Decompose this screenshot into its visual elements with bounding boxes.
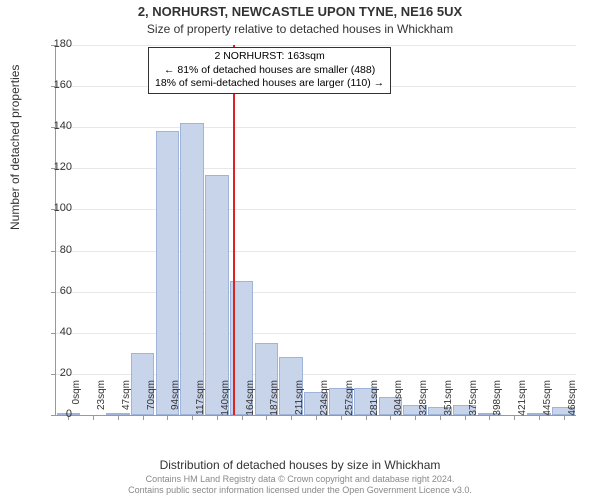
x-tick-label: 328sqm bbox=[418, 380, 429, 425]
x-tick-mark bbox=[118, 415, 119, 420]
x-tick-mark bbox=[514, 415, 515, 420]
x-tick-mark bbox=[415, 415, 416, 420]
reference-line bbox=[233, 45, 235, 415]
x-tick-mark bbox=[242, 415, 243, 420]
x-tick-mark bbox=[217, 415, 218, 420]
x-tick-mark bbox=[341, 415, 342, 420]
grid-line bbox=[56, 333, 576, 334]
x-tick-label: 445sqm bbox=[542, 380, 553, 425]
annotation-box: 2 NORHURST: 163sqm ← 81% of detached hou… bbox=[148, 47, 391, 94]
histogram-bar bbox=[156, 131, 180, 415]
attribution: Contains HM Land Registry data © Crown c… bbox=[0, 474, 600, 496]
page-title: 2, NORHURST, NEWCASTLE UPON TYNE, NE16 5… bbox=[0, 4, 600, 19]
y-tick-label: 20 bbox=[32, 367, 72, 379]
y-tick-label: 80 bbox=[32, 244, 72, 256]
plot-area: 0sqm23sqm47sqm70sqm94sqm117sqm140sqm164s… bbox=[55, 45, 576, 416]
attribution-line2: Contains public sector information licen… bbox=[0, 485, 600, 496]
annotation-line3: 18% of semi-detached houses are larger (… bbox=[155, 77, 384, 91]
y-tick-label: 180 bbox=[32, 38, 72, 50]
x-tick-mark bbox=[266, 415, 267, 420]
grid-line bbox=[56, 127, 576, 128]
grid-line bbox=[56, 292, 576, 293]
attribution-line1: Contains HM Land Registry data © Crown c… bbox=[0, 474, 600, 485]
x-tick-label: 351sqm bbox=[443, 380, 454, 425]
x-tick-mark bbox=[440, 415, 441, 420]
grid-line bbox=[56, 251, 576, 252]
x-tick-label: 468sqm bbox=[567, 380, 578, 425]
histogram-bar bbox=[205, 175, 229, 416]
x-tick-mark bbox=[316, 415, 317, 420]
grid-line bbox=[56, 45, 576, 46]
x-tick-label: 23sqm bbox=[96, 380, 107, 425]
x-tick-label: 0sqm bbox=[71, 380, 82, 425]
y-axis-label: Number of detached properties bbox=[8, 65, 22, 230]
x-tick-mark bbox=[291, 415, 292, 420]
x-tick-mark bbox=[489, 415, 490, 420]
annotation-line2: ← 81% of detached houses are smaller (48… bbox=[155, 64, 384, 78]
x-tick-mark bbox=[539, 415, 540, 420]
y-tick-label: 140 bbox=[32, 120, 72, 132]
annotation-line1: 2 NORHURST: 163sqm bbox=[155, 50, 384, 64]
x-tick-mark bbox=[390, 415, 391, 420]
x-tick-mark bbox=[366, 415, 367, 420]
grid-line bbox=[56, 168, 576, 169]
grid-line bbox=[56, 209, 576, 210]
x-tick-label: 375sqm bbox=[468, 380, 479, 425]
x-tick-mark bbox=[192, 415, 193, 420]
x-tick-label: 398sqm bbox=[492, 380, 503, 425]
y-tick-label: 60 bbox=[32, 285, 72, 297]
y-tick-label: 100 bbox=[32, 202, 72, 214]
x-tick-mark bbox=[143, 415, 144, 420]
x-tick-mark bbox=[465, 415, 466, 420]
y-tick-label: 0 bbox=[32, 408, 72, 420]
chart-container: 2, NORHURST, NEWCASTLE UPON TYNE, NE16 5… bbox=[0, 0, 600, 500]
x-tick-mark bbox=[93, 415, 94, 420]
y-tick-label: 120 bbox=[32, 161, 72, 173]
y-tick-label: 40 bbox=[32, 326, 72, 338]
histogram-bar bbox=[180, 123, 204, 415]
x-tick-mark bbox=[167, 415, 168, 420]
x-tick-mark bbox=[564, 415, 565, 420]
x-tick-label: 421sqm bbox=[517, 380, 528, 425]
x-axis-label: Distribution of detached houses by size … bbox=[0, 458, 600, 472]
y-tick-label: 160 bbox=[32, 79, 72, 91]
chart-subtitle: Size of property relative to detached ho… bbox=[0, 22, 600, 36]
x-tick-label: 304sqm bbox=[393, 380, 404, 425]
